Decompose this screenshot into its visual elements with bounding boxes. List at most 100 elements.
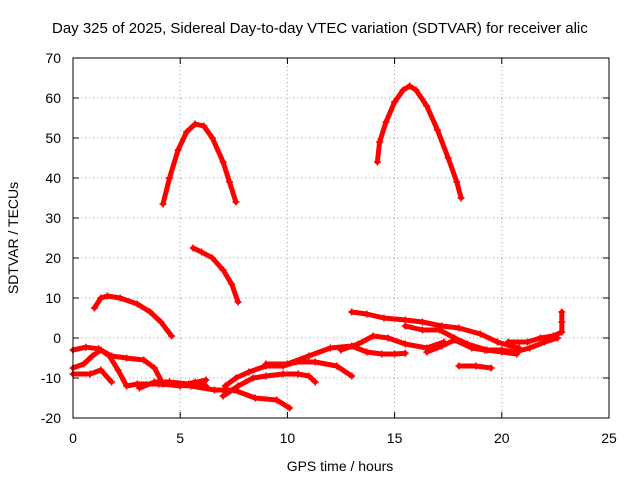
data-point	[391, 98, 399, 106]
data-point	[348, 308, 356, 316]
data-point	[157, 318, 165, 326]
x-tick-label: 20	[494, 430, 510, 446]
data-point	[373, 158, 381, 166]
data-point	[116, 294, 124, 302]
data-point	[481, 346, 489, 354]
data-point	[376, 138, 384, 146]
data-point	[249, 374, 257, 382]
data-point	[103, 292, 111, 300]
data-point	[498, 346, 506, 354]
x-tick-label: 10	[280, 430, 296, 446]
y-tick-label: 20	[45, 250, 61, 266]
data-point	[363, 310, 371, 318]
data-point	[468, 344, 476, 352]
data-point	[262, 372, 270, 380]
data-point	[82, 343, 90, 351]
x-tick-label: 25	[601, 430, 617, 446]
data-point	[150, 364, 158, 372]
data-point	[504, 338, 512, 346]
series-arc-low-12	[424, 335, 560, 355]
data-point	[418, 318, 426, 326]
data-point	[183, 128, 191, 136]
data-point	[423, 102, 431, 110]
data-point	[133, 300, 141, 308]
data-point	[198, 248, 206, 256]
data-point	[146, 308, 154, 316]
data-point	[97, 346, 105, 354]
data-point	[401, 340, 409, 348]
y-tick-label: 70	[45, 50, 61, 66]
data-point	[472, 362, 480, 370]
data-point	[273, 396, 281, 404]
series-arc-high-1	[160, 121, 239, 207]
data-point	[226, 178, 234, 186]
data-point	[191, 120, 199, 128]
data-point	[140, 356, 148, 364]
data-point	[159, 200, 167, 208]
y-tick-label: 60	[45, 90, 61, 106]
data-point	[337, 346, 345, 354]
data-point	[202, 376, 210, 384]
series-arc-high-2	[374, 83, 464, 201]
data-point	[455, 324, 463, 332]
data-point	[294, 370, 302, 378]
x-tick-label: 0	[69, 430, 77, 446]
data-point	[380, 314, 388, 322]
data-point	[219, 392, 227, 400]
data-point	[412, 86, 420, 94]
data-point	[133, 380, 141, 388]
data-point	[80, 360, 88, 368]
data-point	[558, 328, 566, 336]
data-point	[211, 386, 219, 394]
data-point	[221, 382, 229, 390]
data-point	[208, 134, 216, 142]
data-point	[219, 158, 227, 166]
data-point	[305, 372, 313, 380]
y-tick-label: -10	[41, 370, 61, 386]
data-point	[436, 326, 444, 334]
data-point	[438, 342, 446, 350]
series-arc-low-1	[91, 293, 175, 339]
data-point	[401, 316, 409, 324]
data-point	[97, 366, 105, 374]
data-point	[283, 360, 291, 368]
data-point	[286, 404, 294, 412]
data-point	[174, 146, 182, 154]
series-arc-low-4	[70, 367, 115, 385]
data-point	[401, 349, 409, 357]
data-point	[333, 362, 341, 370]
data-point	[165, 174, 173, 182]
data-point	[228, 280, 236, 288]
data-point	[549, 332, 557, 340]
data-point	[311, 358, 319, 366]
data-point	[444, 154, 452, 162]
data-point	[168, 332, 176, 340]
plot-frame	[72, 57, 610, 419]
data-point	[88, 352, 96, 360]
data-point	[245, 368, 253, 376]
data-point	[135, 384, 143, 392]
data-point	[536, 334, 544, 342]
grid-lines	[73, 58, 609, 418]
data-point	[185, 380, 193, 388]
y-tick-label: 40	[45, 170, 61, 186]
data-point	[401, 322, 409, 330]
data-point	[165, 378, 173, 386]
x-tick-label: 15	[387, 430, 403, 446]
data-point	[311, 378, 319, 386]
data-point	[558, 318, 566, 326]
data-point	[86, 370, 94, 378]
data-point	[108, 378, 116, 386]
data-point	[123, 382, 131, 390]
data-point	[391, 350, 399, 358]
data-point	[511, 348, 519, 356]
data-point	[123, 354, 131, 362]
data-point	[363, 348, 371, 356]
data-point	[189, 244, 197, 252]
y-axis-label: SDTVAR / TECUs	[5, 182, 21, 294]
axis-ticks: 0 5 10 15 20 25 -20 -10 0 10 20 30 40 50 60 70	[41, 50, 617, 446]
data-point	[526, 344, 534, 352]
y-tick-label: -20	[41, 410, 61, 426]
y-tick-label: 50	[45, 130, 61, 146]
